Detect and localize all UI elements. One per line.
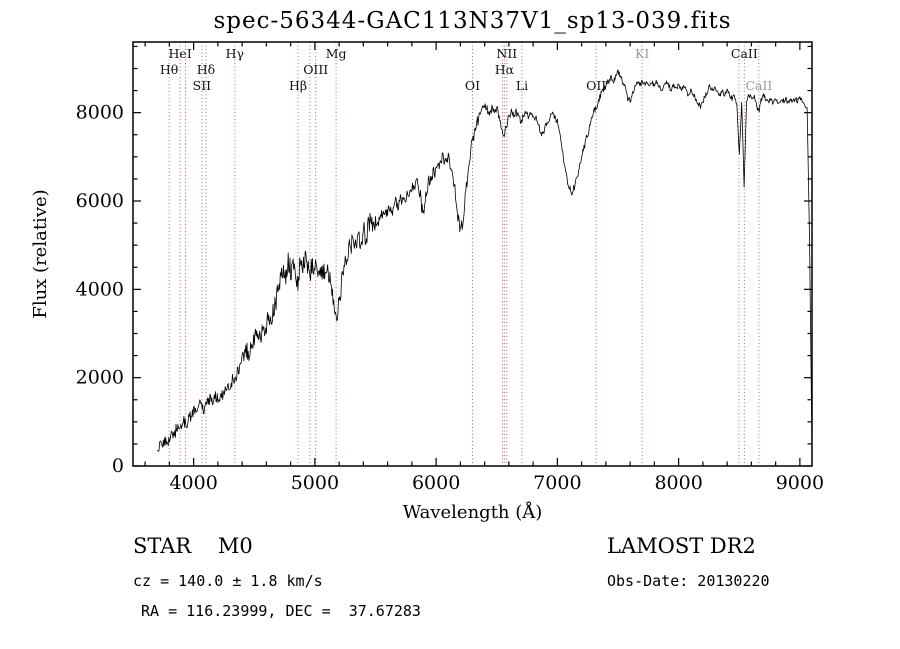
x-tick-label: 4000 xyxy=(169,472,217,494)
plot-frame xyxy=(132,41,813,467)
spectral-line-label: OII xyxy=(586,78,606,93)
y-tick-label: 2000 xyxy=(76,367,124,389)
spectral-line-label: Hθ xyxy=(160,62,178,77)
cz-velocity-text: cz = 140.0 ± 1.8 km/s xyxy=(133,572,323,590)
y-tick-label: 4000 xyxy=(76,278,124,300)
survey-label: LAMOST DR2 xyxy=(607,534,756,558)
x-tick-label: 8000 xyxy=(654,472,702,494)
x-tick-label: 9000 xyxy=(776,472,824,494)
spectral-line-label: Li xyxy=(516,78,528,93)
spectral-line-label: KI xyxy=(635,46,649,61)
spectral-line-label: Hβ xyxy=(289,78,307,93)
classification-label: STAR M0 xyxy=(133,534,253,558)
ra-dec-text: RA = 116.23999, DEC = 37.67283 xyxy=(141,602,421,620)
spectral-line-label: OI xyxy=(465,78,480,93)
spectral-line-label: NII xyxy=(496,46,517,61)
spectral-line-label: Hδ xyxy=(197,62,215,77)
x-tick-label: 5000 xyxy=(291,472,339,494)
spectral-line-label: Mg xyxy=(326,46,347,61)
spectral-line-label: OIII xyxy=(303,62,328,77)
y-tick-label: 8000 xyxy=(76,102,124,124)
spectral-line-label: Hγ xyxy=(226,46,244,61)
obs-date-text: Obs-Date: 20130220 xyxy=(607,572,770,590)
x-tick-label: 7000 xyxy=(533,472,581,494)
spectral-line-label: HeI xyxy=(169,46,192,61)
spectral-line-label: Hα xyxy=(495,62,515,77)
spectral-line-label: CaII xyxy=(731,46,758,61)
y-axis-label: Flux (relative) xyxy=(30,189,51,318)
y-tick-label: 0 xyxy=(112,455,124,477)
axes: 4000 5000 6000 7000 8000 9000 0 2000 4000 6000 800… xyxy=(76,41,824,494)
spectral-line-label: CaII xyxy=(745,78,772,93)
spectrum-trace xyxy=(156,69,813,453)
spectral-line-label: SII xyxy=(193,78,212,93)
plot-title: spec-56344-GAC113N37V1_sp13-039.fits xyxy=(213,8,732,34)
y-tick-label: 6000 xyxy=(76,190,124,212)
x-axis-label: Wavelength (Å) xyxy=(403,501,543,523)
x-tick-label: 6000 xyxy=(412,472,460,494)
